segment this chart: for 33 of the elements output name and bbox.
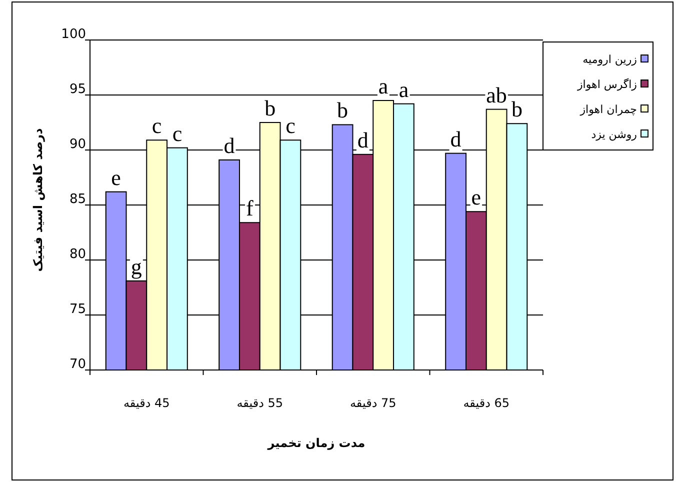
data-label: b: [264, 96, 276, 120]
y-tick-label: 100: [61, 27, 86, 42]
data-label: a: [398, 76, 409, 102]
y-tick-label: 80: [69, 247, 86, 262]
data-label: c: [172, 120, 182, 146]
y-axis-title: درصد کاهش اسید فیتیک: [31, 128, 45, 272]
data-label: d: [357, 127, 368, 152]
x-tick-label: 75 دقیقه: [350, 396, 396, 410]
y-tick-label: 70: [69, 357, 86, 372]
data-label: f: [246, 196, 254, 221]
x-tick-label: 65 دقیقه: [463, 396, 510, 410]
legend-label: روشن یزد: [591, 128, 637, 141]
legend-label: چمران اهواز: [579, 103, 637, 116]
y-tick-label: 90: [69, 137, 86, 152]
data-label: g: [130, 254, 142, 279]
data-label: d: [450, 126, 462, 152]
data-label: c: [152, 113, 162, 138]
data-label: e: [111, 164, 121, 190]
y-tick-label: 85: [69, 192, 86, 207]
legend-label: زرین ارومیه: [582, 53, 637, 66]
data-label: d: [224, 132, 235, 158]
y-tick-label: 75: [69, 302, 86, 317]
x-tick-label: 55 دقیقه: [236, 396, 284, 410]
legend-label: زاگرس اهواز: [576, 78, 637, 91]
data-label: b: [337, 98, 348, 123]
data-label: a: [378, 74, 388, 98]
x-axis-title: مدت زمان تخمیر: [266, 436, 366, 450]
data-label: ab: [486, 82, 507, 108]
data-label: c: [286, 113, 296, 138]
y-tick-label: 95: [69, 82, 86, 97]
x-tick-label: 45 دقیقه: [123, 396, 170, 410]
data-label: b: [511, 96, 522, 122]
data-label: e: [471, 184, 482, 210]
